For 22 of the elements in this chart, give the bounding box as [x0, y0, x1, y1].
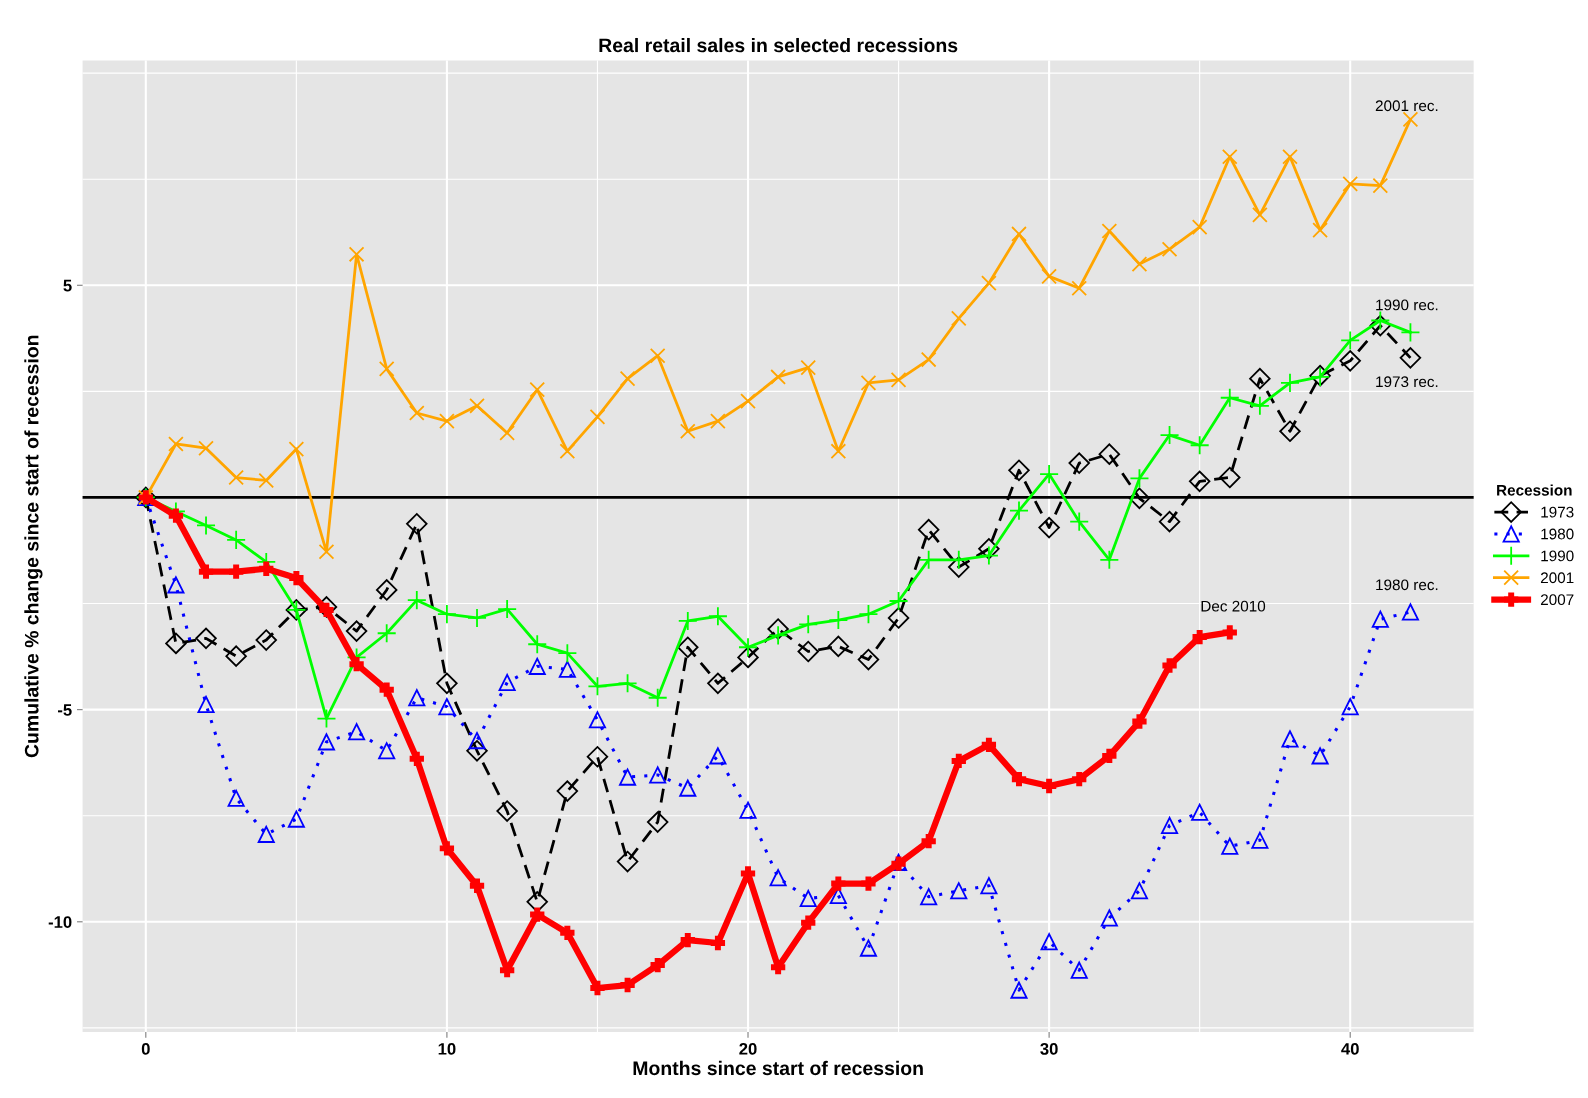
legend-label: 1973	[1541, 506, 1574, 518]
x-tick-label: 20	[739, 1042, 757, 1055]
legend-title: Recession	[1497, 484, 1572, 496]
x-tick-label: 10	[438, 1042, 456, 1055]
x-tick-label: 0	[141, 1042, 150, 1055]
x-tick-label: 40	[1341, 1042, 1359, 1055]
legend-label: 1980	[1541, 528, 1574, 540]
annotation: 1990 rec.	[1376, 299, 1438, 311]
y-tick-label: -10	[48, 916, 72, 928]
x-tick-label: 30	[1040, 1042, 1058, 1055]
chart-title: Real retail sales in selected recessions	[599, 37, 958, 53]
legend-label: 2007	[1540, 594, 1574, 606]
annotation: 2001 rec.	[1375, 100, 1438, 112]
annotation: 1973 rec.	[1376, 376, 1438, 388]
legend-label: 2001	[1540, 572, 1574, 584]
y-axis-title: Cumulative % change since start of recession	[24, 335, 43, 758]
legend-label: 1990	[1541, 550, 1574, 562]
annotation: Dec 2010	[1201, 600, 1266, 612]
x-axis-title: Months since start of recession	[633, 1060, 923, 1076]
y-tick-label: -5	[57, 704, 72, 716]
y-tick-label: 5	[63, 279, 72, 292]
annotation: 1980 rec.	[1376, 579, 1438, 591]
